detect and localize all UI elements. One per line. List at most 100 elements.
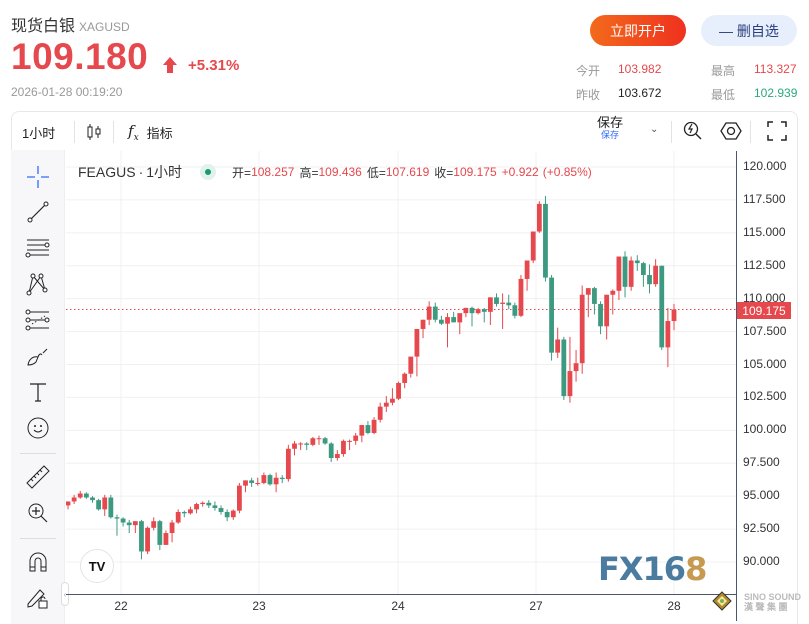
sidebar-divider [20,538,56,539]
brush-tool[interactable] [25,343,51,369]
candle [653,259,659,287]
candle [328,442,334,462]
price-tick: 102.500 [743,389,787,404]
price-tick: 115.000 [743,224,786,239]
candle [347,439,352,451]
candle [114,514,120,536]
lightning-search-icon [683,121,702,140]
save-dropdown-chevron-icon[interactable]: ⌄ [650,124,659,135]
candle [212,501,218,511]
stat-open-value: 103.982 [618,62,662,76]
fib-retracement-tool[interactable] [25,307,51,333]
market-open-dot-icon [200,164,217,180]
indicators-button[interactable]: fx 指标 [128,122,173,143]
remove-watchlist-button[interactable]: — 删自选 [701,15,797,46]
price-axis[interactable]: 120.000 117.500 115.000 112.500 110.000 107.5… [736,151,798,621]
text-tool[interactable] [25,379,51,405]
fx168-eight: 8 [685,550,707,588]
ruler-tool[interactable] [25,464,51,490]
settings-button[interactable] [720,120,742,142]
candle [316,435,322,445]
candlestick-icon [87,124,101,140]
fullscreen-button[interactable] [767,121,787,141]
candle [292,440,297,456]
time-axis[interactable]: 22 23 24 27 28 [66,594,736,624]
candle [96,498,102,511]
candle [487,297,493,326]
price-tick: 92.500 [743,521,780,536]
candle [132,521,138,534]
candlestick-chart[interactable] [66,151,736,594]
tradingview-logo[interactable]: TV [80,549,114,583]
current-price: 109.180 [11,36,149,77]
candle [469,306,475,327]
stat-open: 今开 103.982 [576,62,661,79]
quick-search-button[interactable] [682,120,704,142]
legend-change: +0.922 [501,165,539,179]
horizontal-lines-tool[interactable] [25,235,51,261]
candle [359,425,365,443]
up-arrow-icon [163,57,177,73]
save-button[interactable]: 保存 保存 [597,116,623,142]
stat-prev-close-value: 103.672 [618,86,662,100]
crosshair-tool[interactable] [25,164,51,190]
stat-high: 最高 113.327 [711,62,797,79]
trend-line-tool[interactable] [25,199,51,225]
candle [604,294,610,340]
candle [200,501,206,507]
interval-selector[interactable]: 1小时 [22,125,56,141]
chart-toolbar: 1小时 fx 指标 保存 保存 ⌄ [12,112,797,152]
candle [230,509,236,520]
candle [475,307,481,315]
price-tick: 110.000 [743,290,786,305]
candle [310,436,316,447]
candle [530,231,536,264]
candle [71,494,77,505]
stat-high-value: 113.327 [754,62,797,76]
candle [218,505,224,515]
open-account-button[interactable]: 立即开户 [590,15,686,46]
text-icon [30,383,46,402]
zoom-in-tool[interactable] [25,500,51,526]
magnet-icon [29,552,47,572]
emoji-tool[interactable] [25,415,51,441]
legend-high: 109.436 [318,165,362,179]
legend-interval: 1小时 [146,164,183,180]
instrument-symbol: XAGUSD [79,20,130,34]
candle-style-button[interactable] [75,123,113,141]
candle [598,301,603,335]
candle [181,510,187,518]
crosshair-icon [27,166,49,188]
candle [420,319,426,339]
time-tick: 23 [252,599,266,613]
time-tick: 28 [667,599,681,613]
magnet-tool[interactable] [25,549,51,575]
toolbar-divider [750,121,751,143]
candle [549,274,554,361]
toolbar-divider [671,121,672,143]
candle [634,255,640,272]
candle [671,303,677,331]
lock-drawings-tool[interactable] [25,584,51,610]
ruler-icon [26,465,50,489]
candle [555,327,561,358]
stat-low-label: 最低 [711,88,736,102]
zoom-in-icon [28,503,48,523]
legend-symbol: FEAGUS [78,164,136,180]
candle [139,519,144,560]
last-price-label: 109.175 [737,302,791,319]
candle [383,396,389,412]
candle [102,494,108,516]
stat-open-label: 今开 [576,64,601,78]
drawing-toolbar [11,150,65,624]
legend-high-label: 高= [299,165,319,180]
chart-legend: FEAGUS · 1小时 开= 108.257 高= 109.436 低= 107.6… [78,162,592,182]
indicators-label: 指标 [146,125,173,141]
price-tick: 100.000 [743,422,787,437]
fx168-watermark: FX168 [598,550,707,588]
candle [438,315,444,326]
price-tick: 95.000 [743,488,780,503]
pattern-tool[interactable] [25,271,51,297]
candle [585,288,591,318]
legend-open-label: 开= [232,165,252,180]
